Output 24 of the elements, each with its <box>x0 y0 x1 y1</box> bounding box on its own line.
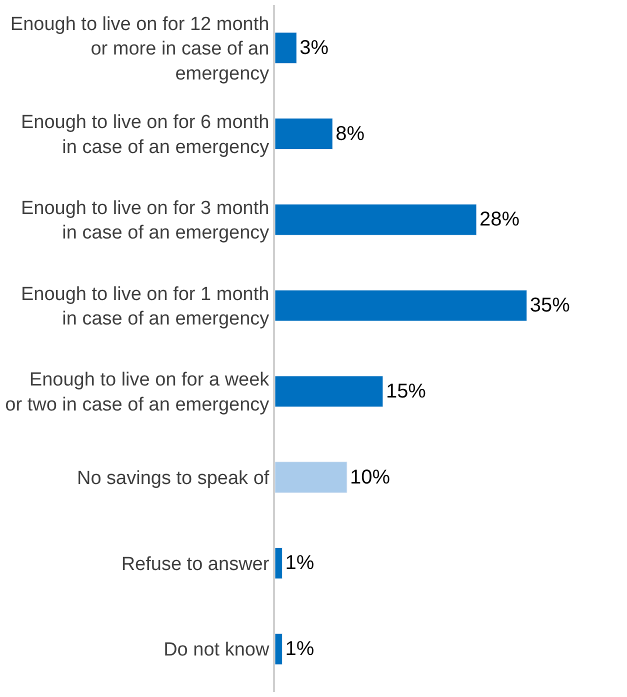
bar <box>275 204 477 236</box>
y-tick-label: No savings to speak of <box>76 468 270 489</box>
data-label: 8% <box>336 122 365 145</box>
y-tick-label: Enough to live on for 12 month or more in case of an emergency <box>10 14 270 84</box>
y-tick-label: Enough to live on for 6 month in case of an emergency <box>20 112 270 158</box>
bar <box>275 462 348 494</box>
y-tick-label: Do not know <box>164 640 270 661</box>
bar <box>275 547 282 579</box>
bar <box>275 290 528 322</box>
bar <box>275 633 282 665</box>
bar <box>275 32 297 64</box>
data-label: 10% <box>350 466 390 488</box>
y-tick-label: Enough to live on for a week or two in case of an emergency <box>5 370 270 416</box>
y-tick-label: Enough to live on for 1 month in case of an emergency <box>20 284 270 330</box>
data-label: 1% <box>285 638 314 660</box>
data-label: 3% <box>300 36 329 59</box>
data-label: 1% <box>285 552 314 574</box>
data-label: 35% <box>530 294 570 317</box>
data-label: 15% <box>386 380 426 402</box>
y-tick-label: Enough to live on for 3 month in case of an emergency <box>20 198 270 244</box>
y-tick-label: Refuse to answer <box>121 554 270 575</box>
data-label: 28% <box>479 208 520 231</box>
bar <box>275 376 384 408</box>
bar <box>275 118 333 150</box>
